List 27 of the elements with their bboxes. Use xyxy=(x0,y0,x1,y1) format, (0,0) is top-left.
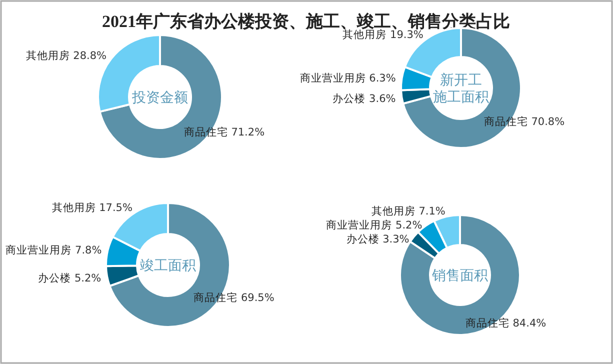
slice-label: 办公楼 xyxy=(346,232,380,246)
data-label: 19.3% xyxy=(386,28,424,41)
data-label: 84.4% xyxy=(509,318,546,330)
slice-label: 办公楼 xyxy=(332,92,366,105)
data-label: 3.6% xyxy=(366,92,396,105)
text: 销售面积 xyxy=(431,268,488,284)
slice-label: 办公楼 xyxy=(38,271,72,284)
data-label: 5.2% xyxy=(71,272,102,284)
data-label: 7.1% xyxy=(415,206,446,218)
data-label: 3.3% xyxy=(379,234,410,246)
data-label: 71.2% xyxy=(228,126,265,138)
data-label: 17.5% xyxy=(96,202,132,214)
data-label: 28.8% xyxy=(70,50,107,62)
text: 投资金额 xyxy=(131,90,188,106)
slice-label: 其他用房 xyxy=(26,48,70,62)
data-label: 7.8% xyxy=(72,244,102,257)
slice-label: 其他用房 xyxy=(52,201,96,214)
text: 新开工施工面积 xyxy=(433,72,489,106)
data-label: 6.3% xyxy=(366,72,396,84)
text: 竣工面积 xyxy=(140,258,196,274)
slice-label: 商业营业用房 xyxy=(6,244,72,257)
data-label: 5.2% xyxy=(392,220,422,232)
slice-label: 商业营业用房 xyxy=(326,218,392,232)
slice-label: 商业营业用房 xyxy=(300,71,366,84)
slice-label: 其他用房 xyxy=(371,204,416,218)
data-label: 69.5% xyxy=(238,292,274,304)
data-label: 70.8% xyxy=(528,116,565,128)
